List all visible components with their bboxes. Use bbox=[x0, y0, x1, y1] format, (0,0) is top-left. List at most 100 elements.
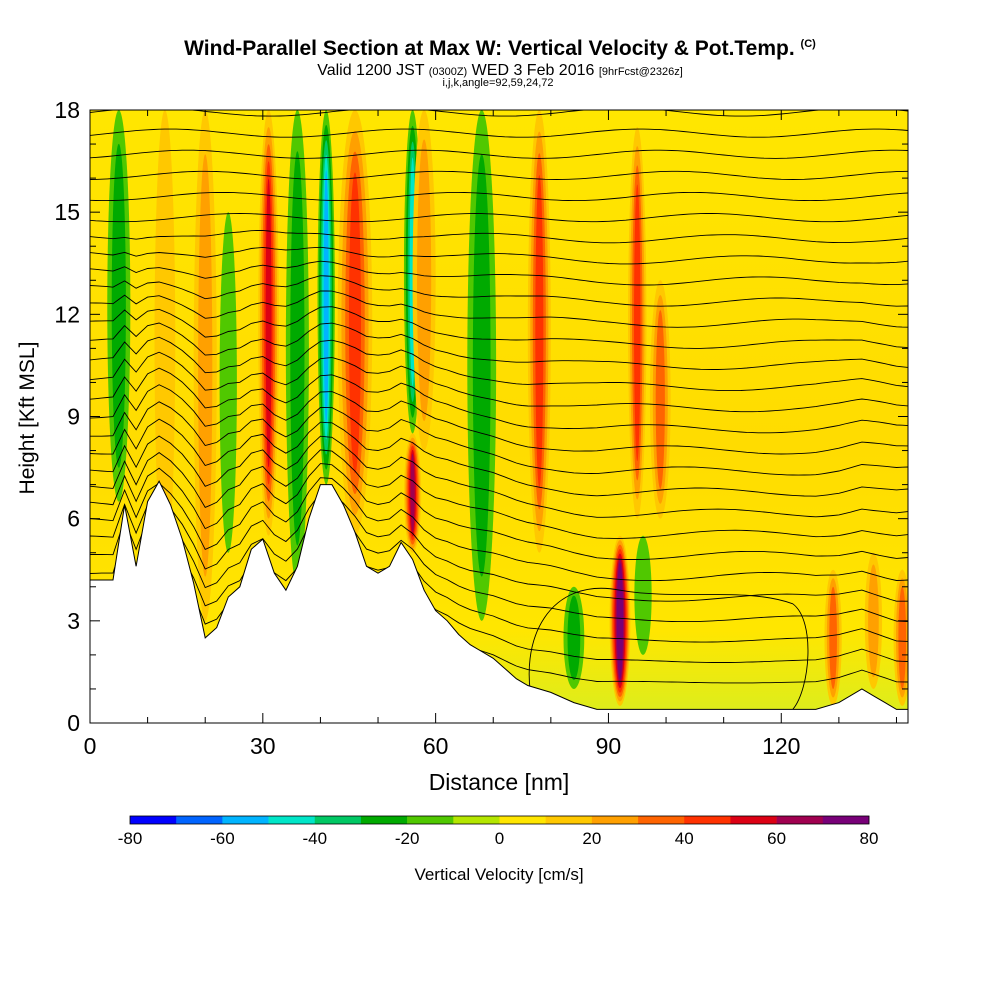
updraft-level bbox=[898, 586, 907, 689]
isentrope-contour bbox=[90, 449, 908, 539]
updraft-level bbox=[868, 564, 879, 678]
y-tick-label: 6 bbox=[67, 506, 80, 532]
colorbar-label: Vertical Velocity [cm/s] bbox=[414, 865, 583, 884]
isentrope-contour bbox=[90, 229, 908, 244]
updraft-level bbox=[198, 154, 213, 577]
updraft-level bbox=[829, 586, 837, 689]
updraft-3 bbox=[337, 110, 373, 536]
isentrope-contour bbox=[528, 587, 809, 710]
y-tick-label: 0 bbox=[67, 710, 80, 736]
updraft-6 bbox=[527, 110, 551, 553]
colorbar-swatch bbox=[591, 816, 639, 824]
isentrope-contour bbox=[90, 524, 908, 643]
x-tick-label: 90 bbox=[596, 733, 622, 759]
downdraft-3 bbox=[317, 110, 335, 485]
colorbar-swatch bbox=[360, 816, 408, 824]
colorbar-tick-label: -80 bbox=[118, 829, 143, 848]
chart-subtitle: Valid 1200 JST (0300Z) WED 3 Feb 2016 [9… bbox=[0, 62, 1000, 80]
isentrope-contour bbox=[90, 336, 908, 392]
colorbar-swatch bbox=[222, 816, 269, 824]
isentrope-contour bbox=[90, 418, 908, 497]
colorbar-swatch bbox=[407, 816, 454, 824]
isentrope-contour bbox=[90, 290, 908, 328]
x-tick-label: 60 bbox=[423, 733, 449, 759]
chart-title: Wind-Parallel Section at Max W: Vertical… bbox=[0, 37, 1000, 61]
colorbar-tick-label: -40 bbox=[302, 829, 327, 848]
downdraft-6 bbox=[563, 586, 585, 689]
updraft-9 bbox=[649, 280, 671, 519]
valid-time-utc: (0300Z) bbox=[428, 66, 468, 78]
updraft-12 bbox=[893, 569, 908, 706]
updraft-4 bbox=[403, 433, 422, 553]
updraft-1 bbox=[193, 110, 217, 621]
downdraft-5 bbox=[467, 110, 497, 621]
y-tick-label: 9 bbox=[67, 404, 80, 430]
section-indices: i,j,k,angle=92,59,24,72 bbox=[0, 77, 1000, 89]
valid-date: WED 3 Feb 2016 bbox=[471, 62, 595, 79]
isentrope-contour bbox=[90, 191, 908, 202]
colorbar-swatch bbox=[453, 816, 500, 824]
isentrope-contour bbox=[90, 367, 908, 434]
downdraft-1 bbox=[219, 212, 237, 553]
updraft-level bbox=[535, 174, 544, 488]
isentrope-contour bbox=[90, 170, 908, 180]
updraft-7 bbox=[609, 535, 631, 706]
updraft-level bbox=[348, 172, 361, 474]
isentrope-contour bbox=[90, 246, 908, 265]
section-indices-text: i,j,k,angle=92,59,24,72 bbox=[442, 77, 554, 89]
terrain bbox=[90, 480, 908, 723]
isentrope-contour bbox=[90, 275, 908, 307]
updraft-level bbox=[634, 184, 641, 462]
isentrope-contour bbox=[90, 384, 908, 455]
downdraft-level bbox=[323, 170, 329, 425]
downdraft-0 bbox=[107, 110, 131, 502]
chart-title-text: Wind-Parallel Section at Max W: Vertical… bbox=[184, 37, 795, 60]
colorbar-swatch bbox=[130, 816, 177, 824]
updraft-level bbox=[417, 139, 432, 422]
y-tick-label: 15 bbox=[54, 199, 80, 225]
updraft-level bbox=[410, 453, 415, 533]
x-tick-label: 0 bbox=[84, 733, 97, 759]
isentrope-contour bbox=[90, 401, 908, 476]
isentrope-contour bbox=[90, 149, 908, 159]
isentrope-contour bbox=[90, 110, 908, 117]
colorbar-frame bbox=[129, 815, 870, 825]
downdraft-level bbox=[219, 212, 237, 553]
isentrope-contour bbox=[90, 351, 908, 413]
colorbar-swatch bbox=[268, 816, 316, 824]
y-tick-label: 18 bbox=[54, 97, 80, 123]
potential-temperature-contours bbox=[90, 110, 908, 710]
colorbar-tick-label: -20 bbox=[395, 829, 420, 848]
isentrope-contour bbox=[90, 463, 908, 560]
updraft-8 bbox=[628, 127, 647, 519]
colorbar-swatch bbox=[684, 816, 731, 824]
downdraft-level bbox=[472, 154, 491, 577]
isentrope-contour bbox=[90, 306, 908, 349]
isentrope-contour bbox=[90, 477, 908, 582]
y-tick-label: 3 bbox=[67, 608, 80, 634]
downdraft-level bbox=[567, 595, 581, 681]
updraft-level bbox=[655, 310, 665, 489]
updraft-level bbox=[618, 566, 622, 675]
colorbar-tick-label: -60 bbox=[210, 829, 235, 848]
updraft-10 bbox=[824, 569, 842, 706]
colorbar-tick-label: 60 bbox=[767, 829, 786, 848]
colorbar-swatch bbox=[776, 816, 824, 824]
y-axis-label: Height [Kft MSL] bbox=[16, 342, 39, 495]
colorbar-swatch bbox=[314, 816, 362, 824]
forecast-info: [9hrFcst@2326z] bbox=[598, 66, 683, 78]
copyright-mark: (C) bbox=[800, 38, 816, 50]
colorbar-swatch bbox=[638, 816, 685, 824]
isentrope-contour bbox=[90, 260, 908, 286]
downdraft-7 bbox=[634, 535, 652, 655]
y-tick-label: 12 bbox=[54, 301, 80, 327]
isentrope-contour bbox=[90, 508, 908, 623]
updraft-5 bbox=[412, 110, 436, 451]
colorbar-swatch bbox=[499, 816, 546, 824]
isentrope-contour bbox=[90, 213, 908, 223]
plot-area bbox=[90, 110, 908, 723]
colorbar-swatch bbox=[176, 816, 223, 824]
colorbar-swatch bbox=[730, 816, 777, 824]
colorbar-swatch bbox=[545, 816, 593, 824]
